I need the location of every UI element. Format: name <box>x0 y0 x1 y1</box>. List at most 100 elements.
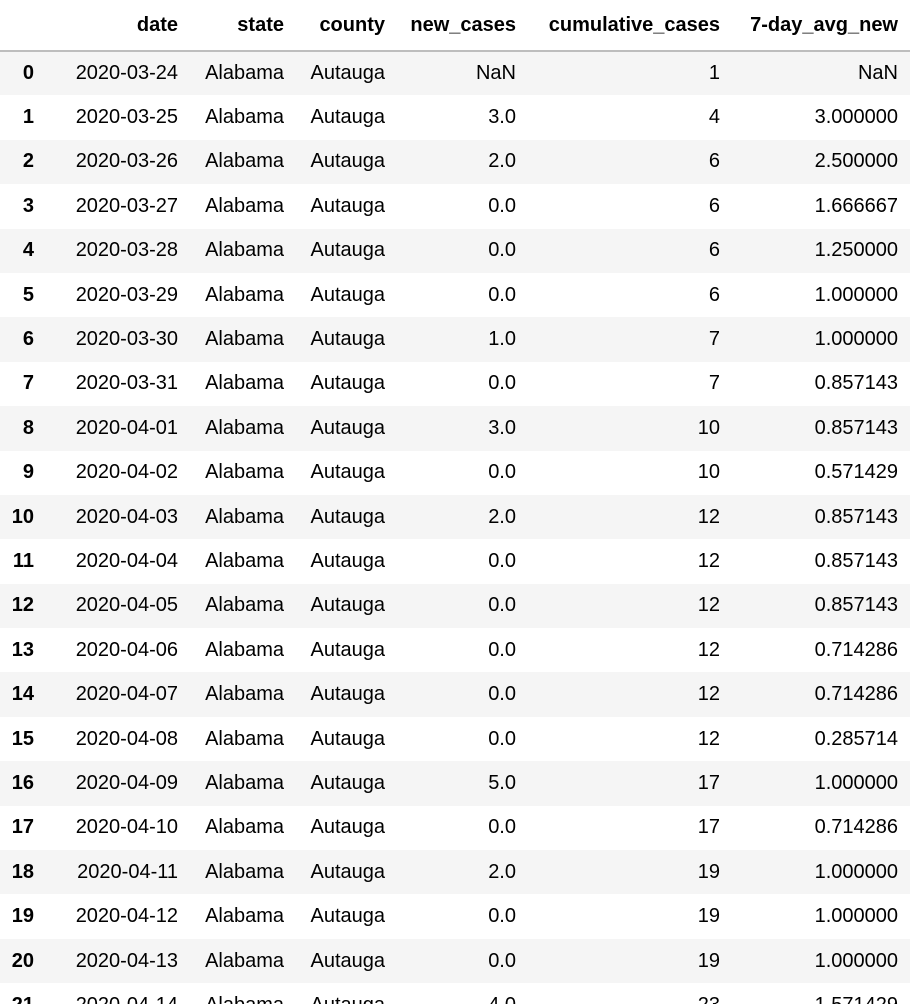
table-row: 212020-04-14AlabamaAutauga4.0231.571429 <box>0 983 910 1004</box>
cell-cumulative-cases: 19 <box>697 905 720 928</box>
cell-cumulative-cases: 6 <box>708 150 720 173</box>
table-row: 20 2020-04-13 Alabama Autauga 0.0 19 1.000000 <box>0 938 910 984</box>
cell-date: 2020-03-25 <box>75 106 178 129</box>
column-header-7-day-avg-new: 7-day_avg_new <box>732 0 910 52</box>
cell-county: Autauga <box>310 461 385 484</box>
cell-new-cases: 0.0 <box>488 949 516 972</box>
cell-7-day-avg-new: 1.000000 <box>814 949 898 972</box>
cell-7-day-avg-new: 0.714286 <box>814 638 898 661</box>
cell-county: Autauga <box>310 239 385 262</box>
cell-7-day-avg-new: 1.000000 <box>814 905 898 928</box>
row-index: 19 <box>11 905 34 928</box>
cell-date: 2020-04-06 <box>75 638 178 661</box>
cell-cumulative-cases: 17 <box>697 771 720 794</box>
cell-new-cases: 0.0 <box>488 239 516 262</box>
column-header-date: date <box>46 0 190 52</box>
cell-county: Autauga <box>310 816 385 839</box>
cell-county: Autauga <box>296 983 397 1004</box>
row-index: 0 <box>22 62 34 85</box>
table-row: 12 2020-04-05 Alabama Autauga 0.0 12 0.857143 <box>0 583 910 629</box>
column-header-cumulative-cases: cumulative_cases <box>528 0 732 52</box>
table-row: 18 2020-04-11 Alabama Autauga 2.0 19 1.000000 <box>0 850 910 895</box>
cell-new-cases: 0.0 <box>488 683 516 706</box>
cell-7-day-avg-new: 0.714286 <box>814 683 898 706</box>
table-row: 1 2020-03-25 Alabama Autauga 3.0 4 3.000000 <box>0 95 910 140</box>
cell-state: Alabama <box>205 860 284 883</box>
row-index: 8 <box>22 416 34 439</box>
cell-cumulative-cases: 6 <box>708 194 720 217</box>
cell-cumulative-cases: 6 <box>708 239 720 262</box>
cell-new-cases: 0.0 <box>488 905 516 928</box>
cell-date: 2020-04-09 <box>75 771 178 794</box>
cell-county: Autauga <box>310 150 385 173</box>
row-index: 17 <box>11 816 34 839</box>
cell-new-cases: 0.0 <box>488 283 516 306</box>
cell-date: 2020-04-07 <box>75 683 178 706</box>
row-index: 16 <box>11 771 34 794</box>
cell-county: Autauga <box>310 416 385 439</box>
row-index: 6 <box>22 328 34 351</box>
cell-date: 2020-03-28 <box>75 239 178 262</box>
row-index: 3 <box>22 194 34 217</box>
cell-cumulative-cases: 1 <box>708 62 720 85</box>
cell-date: 2020-04-13 <box>75 949 178 972</box>
cell-new-cases: 0.0 <box>488 461 516 484</box>
cell-date: 2020-03-31 <box>75 372 178 395</box>
cell-cumulative-cases: 12 <box>697 505 720 528</box>
cell-7-day-avg-new: 1.571429 <box>732 983 910 1004</box>
cell-county: Autauga <box>310 283 385 306</box>
cell-state: Alabama <box>205 683 284 706</box>
cell-county: Autauga <box>310 860 385 883</box>
cell-7-day-avg-new: 0.857143 <box>814 416 898 439</box>
cell-date: 2020-03-30 <box>75 328 178 351</box>
cell-new-cases: 0.0 <box>488 594 516 617</box>
cell-cumulative-cases: 6 <box>708 283 720 306</box>
cell-state: Alabama <box>205 106 284 129</box>
cell-date: 2020-04-01 <box>75 416 178 439</box>
cell-date: 2020-04-11 <box>77 860 178 883</box>
cell-new-cases: 3.0 <box>488 106 516 129</box>
cell-date: 2020-04-08 <box>75 727 178 750</box>
cell-cumulative-cases: 12 <box>697 594 720 617</box>
cell-date: 2020-04-14 <box>46 983 190 1004</box>
cell-7-day-avg-new: 0.857143 <box>814 372 898 395</box>
cell-cumulative-cases: 10 <box>697 461 720 484</box>
cell-7-day-avg-new: 1.000000 <box>814 283 898 306</box>
cell-state: Alabama <box>205 816 284 839</box>
cell-cumulative-cases: 19 <box>697 860 720 883</box>
cell-county: Autauga <box>310 949 385 972</box>
row-index: 15 <box>11 727 34 750</box>
table-row: 2 2020-03-26 Alabama Autauga 2.0 6 2.500000 <box>0 139 910 185</box>
cell-state: Alabama <box>205 461 284 484</box>
cell-state: Alabama <box>205 638 284 661</box>
table-body: 0 2020-03-24 Alabama Autauga NaN 1 NaN 1 2020-03… <box>0 51 910 1004</box>
row-index: 20 <box>11 949 34 972</box>
cell-date: 2020-04-02 <box>75 461 178 484</box>
column-header-state: state <box>190 0 296 52</box>
cell-county: Autauga <box>310 328 385 351</box>
cell-new-cases: 4.0 <box>397 983 528 1004</box>
table-row: 0 2020-03-24 Alabama Autauga NaN 1 NaN <box>0 51 910 96</box>
cell-state: Alabama <box>205 283 284 306</box>
table-row: 4 2020-03-28 Alabama Autauga 0.0 6 1.250000 <box>0 228 910 273</box>
cell-state: Alabama <box>205 505 284 528</box>
row-index: 2 <box>22 150 34 173</box>
cell-county: Autauga <box>310 594 385 617</box>
row-index: 11 <box>12 549 34 572</box>
cell-date: 2020-04-10 <box>75 816 178 839</box>
cell-state: Alabama <box>205 594 284 617</box>
row-index: 5 <box>22 283 34 306</box>
cell-7-day-avg-new: 3.000000 <box>814 106 898 129</box>
table-row: 9 2020-04-02 Alabama Autauga 0.0 10 0.571429 <box>0 450 910 495</box>
cell-county: Autauga <box>310 727 385 750</box>
cell-county: Autauga <box>310 638 385 661</box>
cell-state: Alabama <box>205 239 284 262</box>
header-row: date state county new_cases cumulative_c… <box>0 0 910 52</box>
cell-state: Alabama <box>205 416 284 439</box>
cell-7-day-avg-new: 1.250000 <box>814 239 898 262</box>
table-row: 13 2020-04-06 Alabama Autauga 0.0 12 0.714286 <box>0 628 910 673</box>
cell-state: Alabama <box>205 62 284 85</box>
cell-7-day-avg-new: 0.714286 <box>814 816 898 839</box>
